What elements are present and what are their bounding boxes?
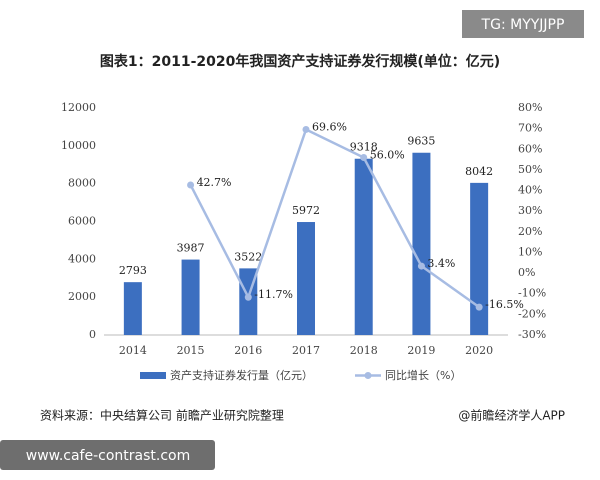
watermark-top: TG: MYYJJPP: [481, 17, 565, 33]
bar: [297, 222, 315, 335]
bar-label: 9635: [407, 135, 435, 148]
x-tick-label: 2020: [465, 344, 493, 357]
bar-label: 9318: [350, 141, 378, 154]
y-tick-label: 0: [89, 328, 96, 341]
line: [189, 127, 480, 309]
line-marker: [302, 125, 310, 133]
bar-label: 2793: [119, 264, 147, 277]
legend-label: 同比增长（%）: [385, 368, 461, 382]
y2-tick-label: 70%: [518, 122, 542, 135]
y2-tick-label: -10%: [518, 287, 546, 300]
line-marker: [187, 181, 195, 189]
line-marker: [475, 303, 483, 311]
bar-label: 8042: [465, 165, 493, 178]
bar: [181, 259, 200, 335]
line-label: -16.5%: [485, 298, 524, 311]
y2-tick-label: 60%: [518, 142, 542, 155]
bar: [354, 158, 373, 335]
line-marker: [417, 262, 425, 270]
line-label: -11.7%: [254, 288, 293, 301]
y-tick-label: 6000: [68, 215, 96, 228]
line-label: 42.7%: [197, 176, 232, 189]
x-tick-label: 2015: [177, 344, 205, 357]
y2-tick-label: 20%: [518, 225, 542, 238]
line-label: 69.6%: [312, 120, 347, 133]
bar: [470, 182, 489, 335]
y2-tick-label: -20%: [518, 307, 546, 320]
y-tick-label: 12000: [61, 101, 96, 114]
y2-tick-label: 10%: [518, 245, 542, 258]
legend-swatch-marker: [364, 372, 372, 379]
x-tick-label: 2014: [119, 344, 147, 357]
chart-title: 图表1：2011-2020年我国资产支持证券发行规模(单位：亿元): [100, 53, 500, 70]
y2-tick-label: 30%: [518, 204, 542, 217]
line-marker: [244, 293, 252, 301]
y2-tick-label: 50%: [518, 163, 542, 176]
y-tick-label: 4000: [68, 252, 96, 265]
y2-tick-label: 80%: [518, 101, 542, 114]
bar-label: 3987: [177, 242, 205, 255]
credit: @前瞻经济学人APP: [458, 408, 565, 423]
x-tick-label: 2019: [407, 344, 435, 357]
x-tick-label: 2018: [350, 344, 378, 357]
line-marker: [360, 154, 368, 162]
x-tick-label: 2016: [234, 344, 262, 357]
watermark-bottom-box: [0, 440, 215, 470]
y-tick-label: 2000: [68, 290, 96, 303]
legend-swatch: [140, 372, 166, 379]
watermark-box: [462, 10, 584, 38]
line-label: 3.4%: [427, 257, 455, 270]
y2-tick-label: -30%: [518, 328, 546, 341]
y-tick-label: 10000: [61, 139, 96, 152]
bar-label: 5972: [292, 204, 320, 217]
line-label: 56.0%: [370, 149, 405, 162]
x-tick-label: 2017: [292, 344, 320, 357]
bar: [123, 282, 142, 335]
legend-label: 资产支持证券发行量（亿元）: [170, 368, 313, 382]
y2-tick-label: 0%: [518, 266, 535, 279]
bar-label: 3522: [234, 250, 262, 263]
watermark-bottom: www.cafe-contrast.com: [26, 448, 190, 464]
bar: [412, 152, 431, 335]
source: 资料来源：中央结算公司 前瞻产业研究院整理: [40, 408, 284, 423]
y-tick-label: 8000: [68, 177, 96, 190]
y2-tick-label: 40%: [518, 184, 542, 197]
